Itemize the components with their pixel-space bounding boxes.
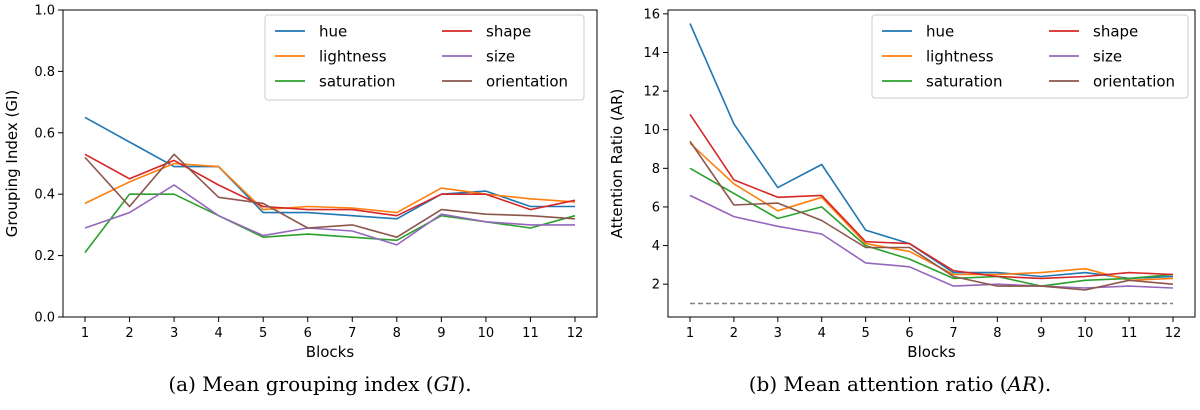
chart-b: 1 2 3 4 5 6 7 8 9 10 11 12246810121416BlocksAttenti…	[608, 7, 1196, 361]
x-tick-label: 3	[170, 326, 178, 341]
x-tick-label: 4	[818, 326, 826, 341]
y-tick-label: 0.8	[34, 65, 55, 80]
x-tick-label: 9	[437, 326, 445, 341]
y-axis-label: Grouping Index (GI)	[3, 90, 21, 237]
y-tick-label: 16	[643, 7, 660, 22]
series-line-shape	[689, 113, 1174, 280]
y-tick-label: 2	[652, 278, 660, 293]
x-tick-label: 6	[905, 326, 913, 341]
x-tick-label: 7	[348, 326, 356, 341]
x-tick-label: 12	[1165, 326, 1182, 341]
chart-a: 1 2 3 4 5 6 7 8 9 10 11 120.00.20.40.60.81.0BlocksG…	[3, 4, 598, 361]
x-tick-label: 7	[949, 326, 957, 341]
legend-label-orientation: orientation	[1093, 73, 1175, 91]
caption-b: (b) Mean attention ratio (AR).	[748, 372, 1052, 396]
x-tick-label: 1	[81, 326, 89, 341]
x-tick-label: 4	[214, 326, 222, 341]
x-tick-label: 11	[1121, 326, 1138, 341]
x-tick-label: 2	[125, 326, 133, 341]
legend-label-lightness: lightness	[319, 48, 387, 66]
x-tick-label: 12	[567, 326, 584, 341]
y-tick-label: 0.0	[34, 311, 55, 326]
x-tick-label: 10	[1077, 326, 1094, 341]
series-line-size	[84, 184, 575, 246]
y-tick-label: 1.0	[34, 4, 55, 19]
legend-label-hue: hue	[319, 23, 347, 41]
series-line-hue	[84, 116, 575, 220]
legend-box	[264, 14, 585, 101]
legend-label-hue: hue	[926, 23, 954, 41]
x-axis-label: Blocks	[306, 343, 355, 361]
x-tick-label: 8	[993, 326, 1001, 341]
x-tick-label: 2	[730, 326, 738, 341]
series-line-lightness	[689, 142, 1174, 282]
y-tick-label: 0.4	[34, 188, 55, 203]
x-tick-label: 10	[478, 326, 495, 341]
x-tick-label: 9	[1037, 326, 1045, 341]
legend: hue lightness saturation shape size orientati…	[871, 14, 1189, 99]
y-tick-label: 4	[652, 239, 660, 254]
x-tick-label: 11	[522, 326, 539, 341]
legend-label-saturation: saturation	[926, 73, 1003, 91]
legend-label-size: size	[486, 48, 515, 66]
legend-label-shape: shape	[486, 23, 531, 41]
legend-label-size: size	[1093, 48, 1122, 66]
legend-label-orientation: orientation	[486, 73, 568, 91]
series-line-saturation	[689, 167, 1174, 287]
series-line-orientation	[689, 140, 1174, 291]
legend-box	[871, 14, 1189, 99]
x-tick-label: 1	[686, 326, 694, 341]
legend-label-saturation: saturation	[319, 73, 396, 91]
x-tick-label: 5	[259, 326, 267, 341]
y-tick-label: 14	[643, 46, 660, 61]
x-tick-label: 5	[861, 326, 869, 341]
series-line-lightness	[84, 162, 576, 214]
x-axis-label: Blocks	[907, 343, 956, 361]
legend-label-lightness: lightness	[926, 48, 994, 66]
y-tick-label: 6	[652, 200, 660, 215]
y-tick-label: 8	[652, 162, 660, 177]
caption-a: (a) Mean grouping index (GI).	[168, 372, 472, 396]
x-tick-label: 6	[304, 326, 312, 341]
y-tick-label: 0.2	[34, 249, 55, 264]
legend-label-shape: shape	[1093, 23, 1138, 41]
x-tick-label: 8	[393, 326, 401, 341]
series-line-orientation	[84, 153, 576, 238]
x-tick-label: 3	[774, 326, 782, 341]
plot-frame	[667, 9, 1196, 318]
y-tick-label: 12	[643, 85, 660, 100]
y-axis-label: Attention Ratio (AR)	[608, 89, 626, 239]
plot-frame	[62, 9, 598, 318]
y-tick-label: 0.6	[34, 126, 55, 141]
series-line-hue	[689, 23, 1174, 280]
legend: hue lightness saturation shape size orientati…	[264, 14, 585, 101]
y-tick-label: 10	[643, 123, 660, 138]
